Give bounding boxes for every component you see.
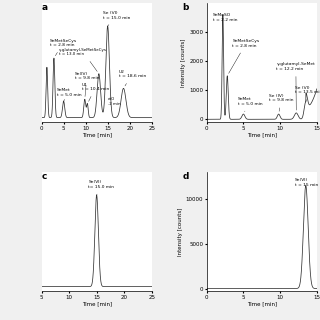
Text: Se(VI)
t= 15.0 min: Se(VI) t= 15.0 min xyxy=(88,180,114,195)
Text: d: d xyxy=(182,172,189,181)
Text: Se(VI)
t = 15 min: Se(VI) t = 15 min xyxy=(295,178,318,187)
Text: Se (VI)
t = 15.0 min: Se (VI) t = 15.0 min xyxy=(103,11,131,26)
Y-axis label: Intensity [counts]: Intensity [counts] xyxy=(178,207,183,256)
Text: SeMeSO
t = 2.2 min: SeMeSO t = 2.2 min xyxy=(212,13,237,22)
Text: etO
.2 min: etO .2 min xyxy=(108,97,120,106)
Text: SeMet
t = 5.0 min: SeMet t = 5.0 min xyxy=(237,97,262,112)
Text: Se (IV)
t = 9.8 min: Se (IV) t = 9.8 min xyxy=(269,94,293,111)
X-axis label: Time [min]: Time [min] xyxy=(247,301,277,306)
X-axis label: Time [min]: Time [min] xyxy=(82,132,112,137)
Text: Se (VI)
t = 13.5 min: Se (VI) t = 13.5 min xyxy=(295,85,320,102)
Text: SeMetSeCys
t = 2.8 min: SeMetSeCys t = 2.8 min xyxy=(50,39,77,56)
Text: U1
t = 10.4 min: U1 t = 10.4 min xyxy=(82,83,109,101)
X-axis label: Time [min]: Time [min] xyxy=(247,132,277,137)
Text: U2
t = 18.6 min: U2 t = 18.6 min xyxy=(119,70,146,86)
Text: b: b xyxy=(182,3,189,12)
Text: c: c xyxy=(42,172,47,181)
Text: a: a xyxy=(42,3,48,12)
Y-axis label: Intensity [counts]: Intensity [counts] xyxy=(181,38,187,87)
Text: γ-glutamyl-SeMetSeCys
t = 13.0 min: γ-glutamyl-SeMetSeCys t = 13.0 min xyxy=(59,48,107,71)
Text: Se(IV)
t = 9.8 min: Se(IV) t = 9.8 min xyxy=(75,72,99,97)
X-axis label: Time [min]: Time [min] xyxy=(82,301,112,306)
Text: SeMet
t = 5.0 min: SeMet t = 5.0 min xyxy=(57,88,82,101)
Text: SeMetSeCys
t = 2.8 min: SeMetSeCys t = 2.8 min xyxy=(229,39,260,73)
Text: γ-glutamyl-SeMet
t = 12.2 min: γ-glutamyl-SeMet t = 12.2 min xyxy=(276,62,315,110)
